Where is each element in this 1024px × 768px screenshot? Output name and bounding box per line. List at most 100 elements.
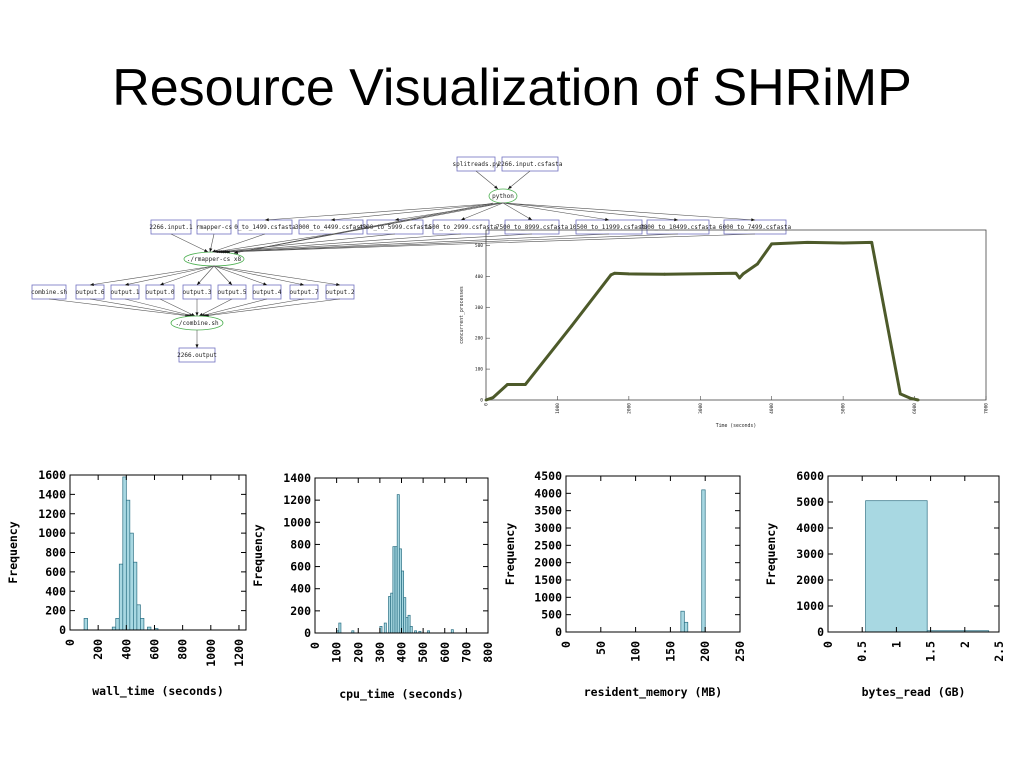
line-point-1 xyxy=(491,396,495,399)
hist2-x-tick-label-2: 200 xyxy=(351,642,365,663)
edge-out-comb-0-arrow xyxy=(185,314,189,318)
split-file-0-label: 2266.input.1 xyxy=(149,224,193,231)
hist2-y-tick-label-5: 1000 xyxy=(283,515,311,529)
hist2-bar-12 xyxy=(403,597,407,634)
edge-map-out-7 xyxy=(213,265,305,286)
hist2-x-tick-label-4: 400 xyxy=(395,642,409,663)
hist2-y-tick-label-2: 400 xyxy=(290,582,311,596)
edge-py-map-1-arrow xyxy=(234,250,238,254)
hist3-bar-0 xyxy=(680,610,685,633)
split-file-2-box xyxy=(237,219,293,235)
edge-out-comb-3-arrow xyxy=(191,312,195,316)
hist2-y-tick-label-0: 0 xyxy=(304,626,311,640)
hist3-y-tick-label-1: 500 xyxy=(541,608,562,622)
split-file-6-label: 7500_to_8999.csfasta xyxy=(496,224,569,231)
edge-out-comb-6 xyxy=(200,298,268,317)
split-file-4-label: 4500_to_5999.csfasta xyxy=(359,224,432,231)
output-4-box xyxy=(182,284,212,300)
hist2-y-axis-label: Frequency xyxy=(251,524,265,586)
edge-split-map-1-arrow xyxy=(209,248,213,252)
line-chart-frame xyxy=(485,229,987,401)
edge-split-map-4 xyxy=(215,233,396,253)
edge-out-comb-6-arrow xyxy=(201,313,205,317)
edge-split-map-1 xyxy=(209,233,215,253)
edge-split-map-3-arrow xyxy=(214,249,218,253)
combine-node xyxy=(170,315,224,331)
edge-out-comb-4-arrow xyxy=(195,312,199,316)
hist4-y-tick-label-5: 5000 xyxy=(796,495,824,509)
line-x-tick-label-0: 0 xyxy=(484,403,490,406)
hist2-bar-10 xyxy=(398,548,402,634)
hist2-bar-3 xyxy=(379,626,383,634)
edge-map-out-5-arrow xyxy=(228,281,232,285)
top-file-1-label: 2266.input.csfasta xyxy=(497,161,562,168)
hist1-bar-0 xyxy=(83,618,88,631)
line-y-tick-label-4: 400 xyxy=(475,274,483,280)
output-2-label: output.1 xyxy=(111,289,140,296)
line-point-14 xyxy=(806,240,809,244)
line-x-tick-label-4: 4000 xyxy=(769,403,775,414)
output-7-label: output.7 xyxy=(290,289,319,296)
edge-py-split-5 xyxy=(460,202,504,221)
line-point-15 xyxy=(841,241,845,245)
edge-split-map-3 xyxy=(213,233,332,253)
edge-split-map-5-arrow xyxy=(218,250,222,254)
hist1-y-tick-label-7: 1400 xyxy=(38,487,66,501)
line-point-12 xyxy=(756,262,759,266)
edge-out-comb-1 xyxy=(89,298,192,317)
edge-split-map-6 xyxy=(219,233,533,253)
hist1-bar-2 xyxy=(115,618,120,631)
hist4-y-tick-label-0: 0 xyxy=(817,625,824,639)
edge-split-map-7-arrow xyxy=(222,250,226,254)
hist2-bar-16 xyxy=(414,630,417,634)
hist2-bar-11 xyxy=(401,570,405,634)
hist3-x-tick-label-5: 250 xyxy=(733,641,747,662)
hist2-bar-4 xyxy=(383,622,387,634)
output-3-box xyxy=(145,284,175,300)
edge-py-split-3-arrow xyxy=(331,218,335,222)
hist1-y-tick-label-1: 200 xyxy=(45,604,66,618)
hist3-y-tick-label-4: 2000 xyxy=(534,556,562,570)
edge-map-out-3 xyxy=(159,265,215,286)
mapper-label: ./rmapper-cs x8 xyxy=(187,256,242,263)
edge-split-map-2-arrow xyxy=(212,249,216,253)
hist1-y-tick-label-6: 1200 xyxy=(38,507,66,521)
hist2-y-tick-label-1: 200 xyxy=(290,604,311,618)
line-y-tick-label-2: 200 xyxy=(475,336,483,342)
split-file-5-box xyxy=(432,219,490,235)
hist3-x-tick-label-2: 100 xyxy=(629,641,643,662)
hist2-bar-5 xyxy=(388,596,392,634)
hist4-x-axis-label: bytes_read (GB) xyxy=(862,685,966,700)
hist2-frame xyxy=(314,477,489,634)
split-file-8-box xyxy=(646,219,710,235)
hist3-x-tick-label-1: 50 xyxy=(594,641,608,655)
final-output-box xyxy=(178,347,216,363)
edge-top-1-arrow xyxy=(508,185,512,189)
edge-map-out-6-arrow xyxy=(263,282,267,286)
edge-map-out-2 xyxy=(124,265,215,286)
output-8-label: output.2 xyxy=(326,289,355,296)
hist1-bar-10 xyxy=(147,626,152,631)
hist4-y-tick-label-3: 3000 xyxy=(796,547,824,561)
hist2-x-tick-label-6: 600 xyxy=(438,642,452,663)
edge-py-split-8-arrow xyxy=(674,218,678,222)
line-x-tick-label-7: 7000 xyxy=(984,403,990,414)
line-y-tick-label-3: 300 xyxy=(475,305,483,311)
hist3-y-tick-label-2: 1000 xyxy=(534,590,562,604)
split-file-8-label: 9000_to_10499.csfasta xyxy=(640,224,716,231)
edge-split-map-7 xyxy=(221,233,610,253)
hist3-x-tick-label-4: 200 xyxy=(698,641,712,662)
split-file-9-label: 6000_to_7499.csfasta xyxy=(719,224,792,231)
edge-map-out-8 xyxy=(213,265,341,286)
output-7-box xyxy=(289,284,319,300)
hist4-y-tick-label-2: 2000 xyxy=(796,573,824,587)
edge-split-map-9 xyxy=(225,233,756,253)
edge-map-out-1 xyxy=(89,265,215,286)
hist1-bar-1 xyxy=(111,626,117,631)
hist2-bar-13 xyxy=(405,617,409,634)
hist2-x-tick-label-8: 800 xyxy=(481,642,495,663)
hist3-y-tick-label-5: 2500 xyxy=(534,538,562,552)
edge-py-split-4 xyxy=(394,202,504,221)
edge-map-out-8-arrow xyxy=(336,282,340,286)
edge-map-out-7-arrow xyxy=(300,282,304,286)
